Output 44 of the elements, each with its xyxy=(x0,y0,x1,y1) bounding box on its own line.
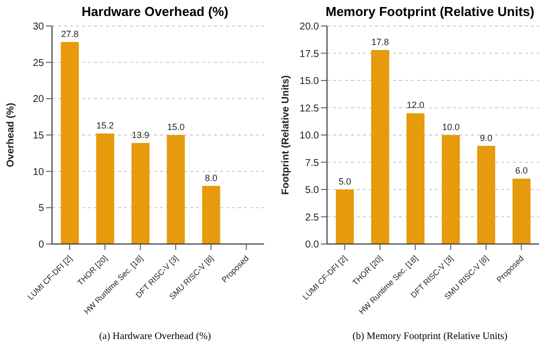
y-tick-label: 5 xyxy=(38,203,44,214)
data-label: 15.0 xyxy=(167,122,185,132)
bar xyxy=(406,113,424,244)
y-tick-label: 2.5 xyxy=(305,212,320,224)
y-tick-label: 20 xyxy=(32,94,44,106)
y-tick-label: 10.0 xyxy=(300,130,320,142)
bar xyxy=(477,146,496,244)
y-axis-title: Footprint (Relative Units) xyxy=(280,75,292,195)
y-tick-label: 17.5 xyxy=(300,48,320,60)
y-tick-label: 15 xyxy=(32,130,44,142)
bar xyxy=(132,142,150,244)
text: (a) Hardware Overhead (%) xyxy=(98,331,212,342)
data-label: 12.0 xyxy=(406,100,424,110)
y-tick-label: 30 xyxy=(32,22,44,33)
data-label: 5.0 xyxy=(338,176,352,186)
bar xyxy=(96,134,114,244)
bar xyxy=(371,50,390,244)
data-label: 17.8 xyxy=(371,36,389,47)
data-label: 10.0 xyxy=(442,122,460,132)
y-tick-label: 15.0 xyxy=(300,76,320,88)
text: (b) Memory Footprint (Relative Units) xyxy=(352,331,508,342)
data-label: 6.0 xyxy=(515,166,528,176)
y-tick-label: 7.5 xyxy=(305,158,320,169)
y-tick-label: 20.0 xyxy=(300,22,320,33)
y-tick-label: 25 xyxy=(32,58,44,69)
y-tick-label: 0 xyxy=(38,240,44,251)
bar xyxy=(442,135,460,244)
bar xyxy=(336,190,354,244)
chart-title: Memory Footprint (Relative Units) xyxy=(324,4,536,19)
y-tick-label: 10 xyxy=(32,166,44,178)
data-label: 9.0 xyxy=(480,132,492,143)
chart-title: Hardware Overhead (%) xyxy=(80,4,230,19)
bar xyxy=(512,178,530,244)
bar xyxy=(202,186,220,244)
data-label: 27.8 xyxy=(61,28,79,39)
data-label: 15.2 xyxy=(96,120,114,131)
y-axis-title: Overhead (%) xyxy=(6,102,17,168)
data-label: 13.9 xyxy=(132,130,150,140)
bar xyxy=(60,42,79,244)
y-tick-label: 12.5 xyxy=(300,103,320,114)
bar xyxy=(166,135,185,244)
y-tick-label: 5.0 xyxy=(305,185,320,196)
data-label: 8.0 xyxy=(204,172,218,183)
y-tick-label: 0.0 xyxy=(305,240,320,251)
